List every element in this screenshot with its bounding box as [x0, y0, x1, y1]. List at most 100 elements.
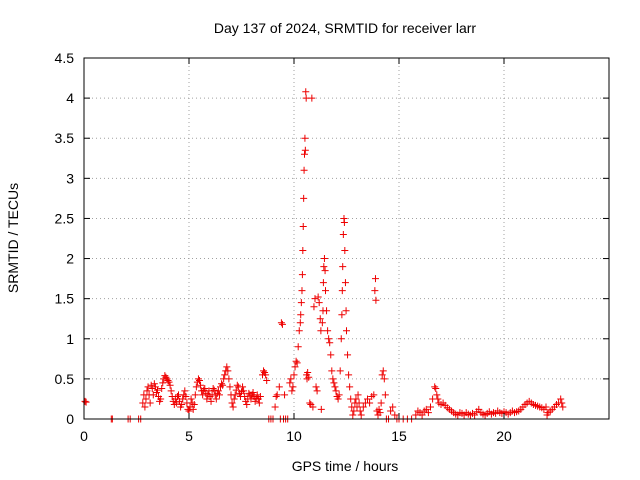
data-point	[356, 407, 364, 415]
data-point	[378, 371, 386, 379]
data-point	[335, 391, 343, 399]
data-point	[339, 263, 347, 271]
data-point	[253, 391, 261, 399]
data-point	[182, 393, 190, 401]
data-point	[141, 403, 149, 411]
data-point	[324, 327, 332, 335]
data-point	[303, 375, 311, 383]
y-tick-label: 2	[66, 251, 74, 267]
data-point	[166, 381, 174, 389]
data-point	[327, 351, 335, 359]
data-point	[300, 166, 308, 174]
data-point	[178, 401, 186, 409]
data-point	[349, 411, 357, 419]
data-point	[542, 403, 550, 411]
data-point	[316, 315, 324, 323]
data-point	[355, 399, 363, 407]
x-tick-label: 5	[185, 428, 193, 444]
data-point	[296, 319, 304, 327]
data-point	[364, 395, 371, 403]
data-point	[218, 380, 226, 388]
y-axis-label: SRMTID / TECUs	[5, 183, 21, 293]
data-point	[263, 376, 271, 384]
x-axis-label: GPS time / hours	[292, 458, 399, 474]
data-point	[371, 275, 379, 283]
x-tick-label: 15	[391, 428, 407, 444]
data-point	[341, 279, 349, 287]
data-point	[329, 375, 337, 383]
data-point	[558, 399, 566, 407]
data-point	[81, 397, 89, 405]
data-point	[231, 391, 239, 399]
data-point	[366, 399, 374, 407]
data-point	[191, 391, 199, 399]
data-point	[357, 411, 365, 419]
data-point	[209, 385, 217, 393]
data-point	[310, 303, 318, 311]
data-point	[432, 385, 440, 393]
data-point	[328, 367, 336, 375]
data-point	[317, 405, 325, 413]
data-point	[278, 320, 286, 328]
data-point	[139, 399, 147, 407]
data-point	[434, 395, 442, 403]
data-point	[340, 218, 348, 226]
data-point	[314, 293, 322, 301]
data-point	[381, 391, 389, 399]
data-point	[158, 385, 166, 393]
data-point	[144, 383, 152, 391]
data-point	[308, 94, 316, 102]
data-point	[215, 391, 223, 399]
data-point	[376, 409, 384, 417]
data-point	[311, 295, 319, 303]
data-point	[159, 379, 167, 387]
data-point	[225, 375, 233, 383]
y-tick-label: 1	[66, 331, 74, 347]
data-point	[150, 380, 158, 388]
data-point	[557, 395, 565, 403]
data-point	[192, 383, 200, 391]
data-point	[332, 387, 340, 395]
data-point	[143, 387, 151, 395]
data-point	[228, 399, 236, 407]
chart-title: Day 137 of 2024, SRMTID for receiver lar…	[214, 20, 477, 36]
data-point	[294, 343, 302, 351]
data-point	[338, 287, 346, 295]
data-point	[147, 381, 155, 389]
data-point	[317, 327, 325, 335]
data-point	[243, 401, 251, 409]
y-tick-label: 3.5	[55, 130, 75, 146]
data-point	[219, 381, 227, 389]
data-point	[309, 403, 317, 411]
data-point	[334, 395, 342, 403]
data-point	[189, 405, 197, 413]
data-point	[412, 411, 420, 419]
data-point	[354, 391, 362, 399]
axis-ticks	[83, 57, 609, 420]
data-point	[379, 367, 387, 375]
data-point	[299, 222, 307, 230]
data-point	[262, 371, 270, 379]
data-point	[205, 387, 213, 395]
data-point	[196, 376, 203, 384]
data-point	[226, 383, 234, 391]
data-point	[172, 399, 180, 407]
data-point	[301, 134, 309, 142]
data-point	[194, 375, 202, 383]
data-point	[353, 403, 361, 411]
data-point	[298, 271, 306, 279]
y-tick-labels: 0 0.5 1 1.5 2 2.5 3 3.5 4 4.5	[55, 50, 75, 427]
data-point	[245, 389, 253, 397]
data-point	[201, 385, 209, 393]
data-point	[289, 383, 297, 391]
data-point	[224, 367, 232, 375]
data-point	[255, 399, 263, 407]
data-point	[312, 383, 320, 391]
data-point	[233, 381, 241, 389]
data-point	[424, 409, 432, 417]
data-point	[320, 255, 328, 263]
data-point	[287, 375, 295, 383]
data-point	[301, 150, 308, 158]
data-point	[431, 383, 439, 391]
data-point	[148, 385, 156, 393]
